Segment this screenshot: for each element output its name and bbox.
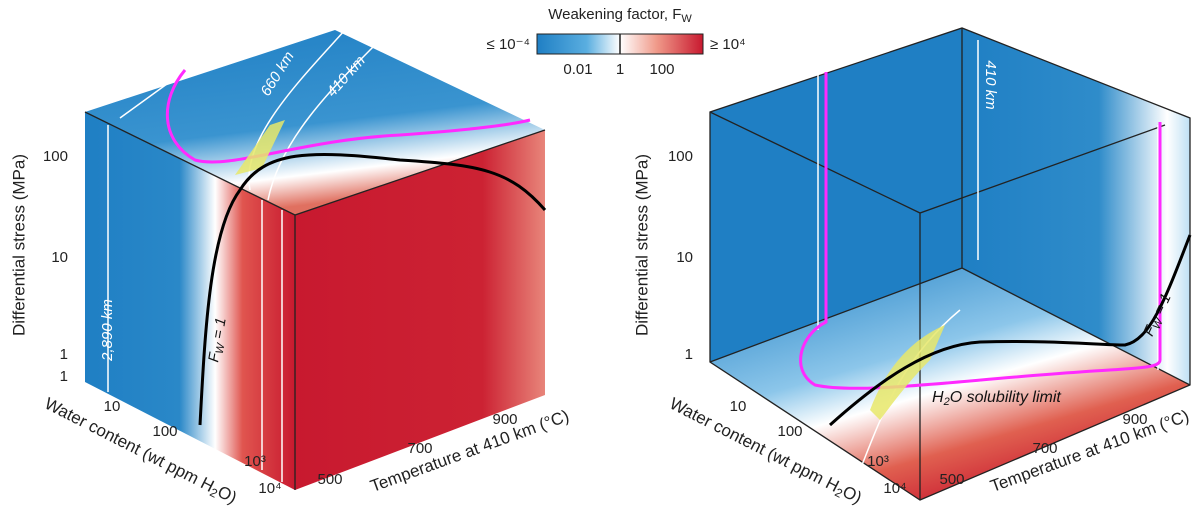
sol-sub: 2: [943, 396, 950, 408]
cube-edge: [84, 111, 546, 490]
water-tick-label: 1: [60, 368, 68, 385]
colorbar-tick-label: 1: [616, 61, 624, 78]
y-tick-label: 10: [51, 249, 68, 266]
temp-tick-label: 700: [407, 440, 432, 457]
temp-tick-label: 500: [317, 471, 342, 488]
colorbar-tick-label: 100: [649, 61, 674, 78]
fw-label: FW = 1: [205, 316, 231, 364]
colorbar-tick-label: 0.01: [563, 61, 592, 78]
isoline: [817, 40, 1159, 471]
annotation: 410 km: [982, 60, 999, 109]
y-tick-label: 10: [676, 249, 693, 266]
temp-tick-label: 500: [939, 471, 964, 488]
region: [235, 120, 285, 175]
back-left-face: [710, 28, 962, 362]
label-end: O): [839, 482, 864, 508]
right-face: [295, 130, 545, 490]
right-cube: 410 km FW = 1 H2O solubility limit: [709, 27, 1192, 501]
label-end: O): [214, 482, 239, 508]
region: [870, 325, 945, 420]
colorbar-title: Weakening factor, FW: [548, 6, 692, 25]
sol-main: H: [932, 389, 944, 406]
colorbar-title-sub: W: [681, 13, 692, 25]
water-tick-label: 10⁴: [883, 480, 906, 497]
isoline: [107, 125, 283, 482]
solubility-label: H2O solubility limit: [932, 389, 1061, 408]
water-tick-label: 10: [104, 398, 121, 415]
fw-main: F: [205, 351, 223, 364]
water-tick-label: 10⁴: [258, 480, 281, 497]
water-tick-label: 10³: [867, 453, 889, 470]
colorbar-title-main: Weakening factor, F: [548, 6, 681, 23]
solubility-line: [165, 69, 531, 164]
left-face: [85, 112, 295, 490]
fw-line: [828, 234, 1192, 427]
fw-sub: W: [214, 341, 228, 355]
fw-line: [198, 152, 547, 426]
water-tick-label: 100: [777, 423, 802, 440]
y-tick-label: 100: [43, 148, 68, 165]
annotation: 2,890 km: [99, 299, 116, 362]
outline: [709, 27, 1191, 501]
water-tick-label: 10³: [244, 453, 266, 470]
sol-rest: O solubility limit: [950, 389, 1062, 406]
y-tick-label: 1: [685, 346, 693, 363]
temp-tick-label: 700: [1032, 440, 1057, 457]
left-cube: 660 km 410 km 2,890 km FW = 1: [84, 29, 547, 490]
colorbar-min-label: ≤ 10⁻⁴: [487, 36, 530, 53]
y-axis-label: Differential stress (MPa): [632, 154, 651, 336]
y-tick-label: 100: [668, 148, 693, 165]
temp-tick-label: 900: [1122, 411, 1147, 428]
water-tick-label: 10: [730, 398, 747, 415]
solubility-line: [799, 72, 1162, 390]
water-tick-label: 100: [152, 423, 177, 440]
y-tick-label: 1: [60, 346, 68, 363]
colorbar-max-label: ≥ 10⁴: [710, 36, 746, 53]
y-axis-label: Differential stress (MPa): [9, 154, 28, 336]
back-right-face: [962, 28, 1190, 385]
temp-tick-label: 900: [492, 411, 517, 428]
fw-rest: = 1: [209, 316, 230, 344]
